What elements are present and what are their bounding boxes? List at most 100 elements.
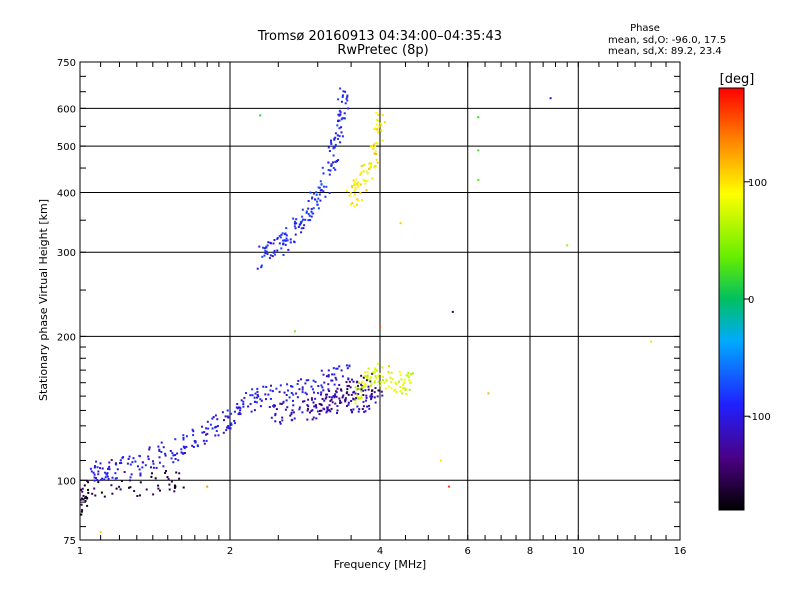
data-point xyxy=(409,381,412,384)
data-point xyxy=(95,477,98,480)
data-point xyxy=(374,387,377,389)
data-point xyxy=(194,441,197,443)
data-point xyxy=(333,383,336,386)
data-point xyxy=(381,139,384,142)
data-point xyxy=(147,458,150,461)
data-point xyxy=(380,124,383,127)
data-point xyxy=(295,392,298,395)
data-point xyxy=(104,471,107,474)
data-point xyxy=(336,405,339,407)
data-point xyxy=(319,409,321,412)
data-point xyxy=(650,340,653,343)
data-point xyxy=(272,251,275,254)
grid-lines xyxy=(80,62,680,540)
data-point xyxy=(284,243,287,246)
x-tick-label: 6 xyxy=(465,546,471,557)
data-point xyxy=(292,393,295,396)
data-point xyxy=(347,384,350,387)
data-point xyxy=(369,145,372,148)
data-point xyxy=(111,492,114,495)
data-point xyxy=(320,391,323,394)
data-point xyxy=(388,365,390,368)
data-point xyxy=(238,406,240,409)
data-point xyxy=(289,414,292,417)
data-point xyxy=(286,239,289,242)
data-point xyxy=(333,137,336,140)
data-point xyxy=(251,394,254,397)
data-point xyxy=(139,474,142,477)
x-tick-label: 1 xyxy=(77,546,83,557)
data-point xyxy=(366,371,369,374)
data-point xyxy=(447,485,450,488)
data-point xyxy=(373,127,376,130)
data-point xyxy=(318,186,321,189)
data-point xyxy=(356,183,359,186)
data-point xyxy=(165,470,167,472)
data-point xyxy=(399,222,402,225)
data-point xyxy=(350,408,353,411)
data-point xyxy=(256,390,259,393)
data-point xyxy=(100,478,103,481)
data-point xyxy=(136,495,139,497)
data-point xyxy=(138,494,141,497)
data-point xyxy=(89,467,92,470)
data-point xyxy=(373,152,376,155)
x-tick-label: 16 xyxy=(674,546,687,557)
data-point xyxy=(334,160,337,163)
data-point xyxy=(230,422,233,425)
data-point xyxy=(318,193,321,196)
data-point xyxy=(341,96,344,98)
data-point xyxy=(376,395,379,398)
x-tick-label: 8 xyxy=(527,546,533,557)
data-point xyxy=(182,486,185,489)
data-point xyxy=(387,372,390,375)
data-point xyxy=(328,150,331,152)
data-point xyxy=(114,472,117,475)
data-point xyxy=(296,396,299,399)
data-point xyxy=(84,495,87,498)
data-point xyxy=(355,397,358,400)
data-point xyxy=(370,376,373,379)
data-point xyxy=(401,392,404,395)
data-point xyxy=(317,197,320,200)
data-point xyxy=(380,381,383,384)
data-point xyxy=(133,490,136,492)
data-point xyxy=(304,391,307,394)
data-point xyxy=(360,390,363,393)
data-point xyxy=(119,488,122,491)
data-point xyxy=(367,388,370,391)
data-point xyxy=(295,218,298,221)
data-point xyxy=(403,381,406,384)
data-point xyxy=(206,432,209,435)
data-point xyxy=(271,255,274,258)
data-point xyxy=(101,477,104,480)
data-point xyxy=(276,249,279,252)
data-point xyxy=(320,403,323,406)
data-point xyxy=(330,163,333,166)
data-point xyxy=(404,389,407,391)
data-point xyxy=(372,147,375,150)
data-point xyxy=(327,374,330,377)
data-point xyxy=(172,454,175,457)
data-point xyxy=(364,180,367,182)
data-point xyxy=(280,403,283,405)
data-point xyxy=(292,404,295,407)
data-point xyxy=(212,416,215,419)
data-point xyxy=(358,387,361,390)
data-point xyxy=(286,383,289,386)
data-point xyxy=(164,472,167,474)
data-point xyxy=(317,385,320,387)
data-point xyxy=(394,388,397,391)
data-point xyxy=(298,223,301,226)
data-point xyxy=(268,257,271,260)
data-point xyxy=(103,478,106,481)
data-point xyxy=(309,411,311,414)
data-point xyxy=(240,399,243,402)
data-point xyxy=(335,378,338,381)
data-point xyxy=(307,408,309,410)
data-point xyxy=(234,422,236,425)
data-point xyxy=(285,237,288,240)
data-point xyxy=(266,253,269,255)
data-point xyxy=(383,382,386,384)
data-point xyxy=(363,410,366,413)
